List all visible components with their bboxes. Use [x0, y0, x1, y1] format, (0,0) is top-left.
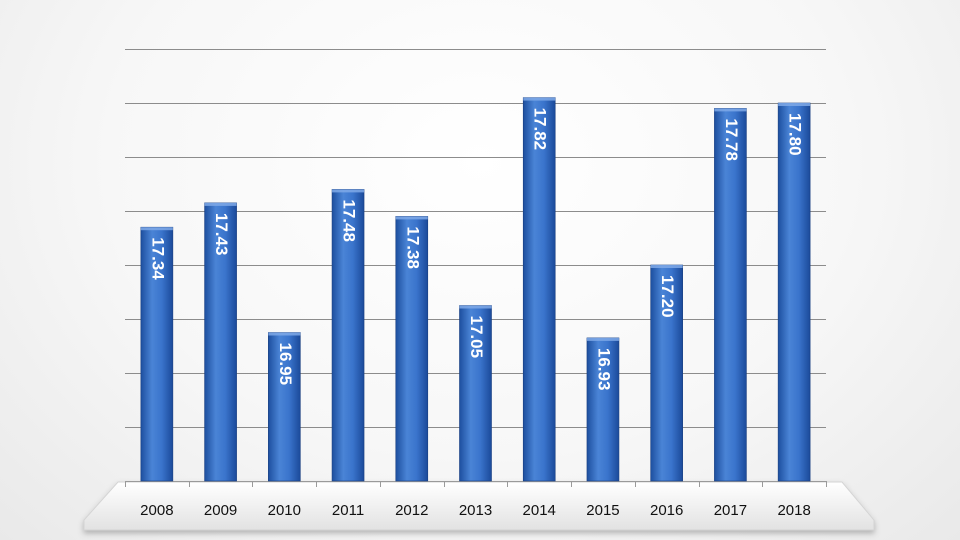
x-tick-labels: 2008 2009 2010 2011 2012 2013 2014 2015 2016 2017… — [140, 502, 811, 519]
bar-top-highlight — [778, 103, 811, 106]
x-tick-label: 2018 — [777, 502, 810, 519]
x-tick-label: 2014 — [523, 502, 556, 519]
bar-value-label: 16.93 — [594, 348, 613, 391]
bar-top-highlight — [395, 216, 428, 220]
x-axis — [125, 481, 827, 487]
bar — [268, 332, 301, 482]
bar-top-highlight — [523, 97, 556, 101]
bar-value-label: 17.34 — [148, 237, 167, 280]
bar-top-highlight — [586, 337, 619, 341]
bar — [777, 102, 811, 482]
bar-top-highlight — [714, 108, 747, 112]
x-tick-label: 2017 — [714, 502, 747, 519]
x-tick-label: 2010 — [268, 502, 301, 519]
x-tick-label: 2013 — [459, 502, 492, 519]
bar — [650, 264, 683, 482]
x-tick-label: 2012 — [395, 502, 428, 519]
bar-value-label: 17.05 — [467, 316, 486, 359]
bar-value-label: 17.82 — [531, 108, 550, 151]
bar — [204, 202, 237, 482]
bar-top-highlight — [140, 227, 173, 231]
bar-value-label: 17.20 — [658, 275, 677, 318]
bar-value-label: 17.80 — [786, 113, 805, 156]
bar — [714, 108, 747, 482]
x-tick-label: 2015 — [586, 502, 619, 519]
chart-floor-plinth — [83, 481, 875, 531]
bar-value-label: 17.38 — [403, 226, 422, 269]
bar — [140, 226, 174, 482]
bar-top-highlight — [268, 332, 301, 336]
bar-top-highlight — [204, 202, 237, 206]
data-labels: 17.34 17.43 16.95 17.48 17.38 17.05 17.82 16.93… — [148, 108, 804, 391]
x-tick-label: 2016 — [650, 502, 683, 519]
bar-top-highlight — [650, 265, 683, 268]
bar — [459, 305, 492, 482]
bar-value-label: 17.78 — [722, 118, 741, 161]
bars — [140, 97, 811, 482]
x-tick-label: 2011 — [332, 502, 364, 519]
x-tick-label: 2009 — [204, 502, 237, 519]
bar-value-label: 16.95 — [276, 343, 295, 386]
bar-value-label: 17.43 — [212, 213, 231, 256]
bar-top-highlight — [332, 189, 365, 193]
bar-top-highlight — [459, 305, 492, 309]
x-tick-label: 2008 — [140, 502, 173, 519]
bar — [522, 97, 556, 482]
bar — [586, 337, 620, 482]
bar-value-label: 17.48 — [340, 199, 359, 242]
bar — [331, 189, 365, 482]
